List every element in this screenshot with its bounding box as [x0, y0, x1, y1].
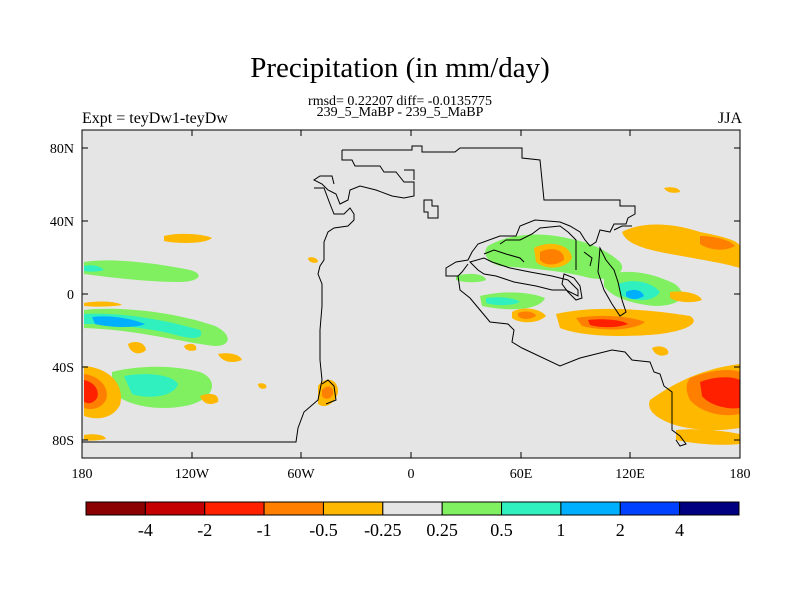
colorbar-label: -0.5: [309, 520, 338, 540]
lon-label: 60E: [510, 467, 533, 482]
contour-orange: [308, 257, 318, 263]
colorbar-label: -0.25: [364, 520, 402, 540]
lon-label: 60W: [287, 467, 315, 482]
lon-label: 120W: [175, 467, 210, 482]
lat-label: 80N: [50, 142, 74, 157]
colorbar-swatch: [85, 501, 146, 516]
contour-orange: [184, 343, 197, 351]
plot-title: Precipitation (in mm/day): [250, 52, 550, 84]
contour-red-orange: [322, 386, 334, 399]
contour-orange: [622, 224, 740, 268]
case-label: 239_5_MaBP - 239_5_MaBP: [316, 105, 484, 120]
contour-orange: [676, 429, 740, 445]
colorbar-swatch: [322, 501, 384, 516]
coastline-northwest: [313, 150, 415, 205]
contour-orange: [84, 301, 122, 307]
contour-teal: [124, 374, 178, 397]
stats-line: rmsd= 0.22207 diff= -0.0135775: [308, 94, 492, 109]
lon-label: 120E: [615, 467, 645, 482]
colorbar-label: -2: [197, 520, 212, 540]
contour-blue: [626, 289, 644, 299]
colorbar-swatch: [204, 501, 265, 516]
lat-label: 40S: [52, 361, 74, 376]
colorbar-swatch: [382, 501, 443, 516]
lon-label: 0: [408, 467, 415, 482]
colorbar-swatch: [144, 501, 206, 516]
contour-green: [456, 273, 486, 283]
colorbar-label: -4: [138, 520, 153, 540]
contour-green: [84, 260, 199, 282]
colorbar-swatch: [441, 501, 503, 516]
season-label: JJA: [717, 110, 742, 127]
contour-red: [84, 380, 98, 404]
lat-label: 0: [67, 288, 74, 303]
coastlines: [82, 145, 687, 447]
lat-labels: 80N 40N 0 40S 80S: [50, 142, 74, 449]
contour-teal: [84, 265, 104, 272]
colorbar-swatch: [679, 501, 740, 516]
coastline-west-africa: [457, 263, 469, 277]
contour-red-orange: [700, 236, 735, 250]
contour-red: [588, 319, 628, 328]
colorbar-label: 1: [556, 520, 565, 540]
colorbar-swatch: [560, 501, 621, 516]
contour-teal: [486, 297, 520, 306]
coastline-red-sea: [483, 249, 525, 263]
colorbar-label: 0.5: [490, 520, 513, 540]
colorbar: -4 -2 -1 -0.5 -0.25 0.25 0.5 1 2 4: [85, 501, 740, 540]
colorbar-label: 0.25: [426, 520, 458, 540]
coastline-chile: [321, 379, 337, 405]
contour-orange: [652, 346, 669, 356]
coastline-iceland: [423, 199, 439, 219]
coastline-gulf: [583, 251, 593, 267]
colorbar-swatch: [263, 501, 324, 516]
colorbar-swatch: [501, 501, 562, 516]
colorbar-swatch: [619, 501, 681, 516]
contour-orange: [84, 434, 106, 441]
contour-orange: [128, 342, 146, 354]
lon-labels: 180 120W 60W 0 60E 120E 180: [72, 467, 751, 482]
lon-label: 180: [730, 467, 751, 482]
contour-orange: [164, 233, 212, 243]
lon-label: 180: [72, 467, 93, 482]
colorbar-label: 4: [675, 520, 684, 540]
contour-orange: [258, 383, 267, 389]
expt-label: Expt = teyDw1-teyDw: [82, 110, 228, 127]
coastline-europe: [499, 225, 577, 270]
contour-red: [700, 377, 740, 409]
contour-orange: [200, 394, 219, 404]
coastline-americas: [342, 145, 687, 447]
coastline-india: [561, 273, 583, 301]
coastline-arabia: [469, 257, 579, 297]
lat-label: 40N: [50, 215, 74, 230]
contour-orange: [664, 187, 680, 193]
axis-ticks: [81, 130, 741, 458]
colorbar-label: 2: [616, 520, 625, 540]
colorbar-label: -1: [257, 520, 272, 540]
contour-red-orange: [540, 249, 565, 265]
contour-red-orange: [518, 311, 536, 319]
coastline-greenland-tip: [404, 169, 415, 180]
contour-orange: [670, 291, 702, 303]
lat-label: 80S: [52, 434, 74, 449]
coastline-east-asia: [613, 225, 632, 231]
anomaly-contours: [84, 187, 740, 445]
contour-orange: [218, 353, 242, 362]
contour-blue: [92, 316, 145, 327]
coastline-se-asia: [597, 246, 627, 317]
coastline-south-america: [82, 187, 355, 443]
